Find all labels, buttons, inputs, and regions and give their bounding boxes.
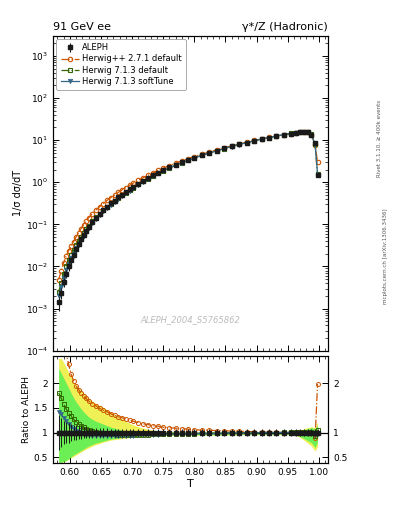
Text: Rivet 3.1.10, ≥ 400k events: Rivet 3.1.10, ≥ 400k events [377, 100, 382, 177]
Herwig++ 2.7.1 default [167, 162, 172, 168]
Herwig 7.1.3 default [315, 170, 320, 177]
Herwig 7.1.3 softTune [186, 157, 191, 163]
Y-axis label: 1/σ dσ/dT: 1/σ dσ/dT [13, 170, 23, 217]
Herwig 7.1.3 default [59, 280, 64, 286]
Text: 91 GeV ee: 91 GeV ee [53, 22, 111, 32]
Herwig++ 2.7.1 default [186, 156, 191, 162]
Herwig++ 2.7.1 default [244, 139, 249, 145]
Line: Herwig++ 2.7.1 default: Herwig++ 2.7.1 default [57, 130, 320, 282]
Line: Herwig 7.1.3 softTune: Herwig 7.1.3 softTune [57, 130, 320, 298]
Herwig 7.1.3 softTune [315, 172, 320, 178]
Line: Herwig 7.1.3 default: Herwig 7.1.3 default [57, 130, 320, 294]
Legend: ALEPH, Herwig++ 2.7.1 default, Herwig 7.1.3 default, Herwig 7.1.3 softTune: ALEPH, Herwig++ 2.7.1 default, Herwig 7.… [56, 39, 186, 90]
Herwig 7.1.3 default [200, 152, 204, 158]
Herwig++ 2.7.1 default [59, 268, 64, 274]
Herwig++ 2.7.1 default [315, 159, 320, 165]
Text: γ*/Z (Hadronic): γ*/Z (Hadronic) [242, 22, 328, 32]
Herwig 7.1.3 softTune [301, 129, 306, 135]
Herwig++ 2.7.1 default [116, 189, 121, 196]
Text: mcplots.cern.ch [arXiv:1306.3436]: mcplots.cern.ch [arXiv:1306.3436] [383, 208, 387, 304]
Herwig++ 2.7.1 default [301, 129, 306, 135]
Y-axis label: Ratio to ALEPH: Ratio to ALEPH [22, 376, 31, 443]
Herwig 7.1.3 default [116, 195, 121, 201]
Herwig 7.1.3 softTune [244, 140, 249, 146]
Herwig 7.1.3 default [56, 289, 61, 295]
Herwig 7.1.3 default [186, 157, 191, 163]
Herwig 7.1.3 softTune [116, 196, 121, 202]
Herwig 7.1.3 softTune [59, 284, 64, 290]
Herwig 7.1.3 softTune [167, 165, 172, 171]
Herwig 7.1.3 softTune [56, 293, 61, 299]
Herwig 7.1.3 default [167, 165, 172, 171]
Herwig++ 2.7.1 default [56, 276, 61, 283]
Herwig 7.1.3 default [301, 129, 306, 135]
X-axis label: T: T [187, 479, 194, 488]
Herwig 7.1.3 softTune [200, 153, 204, 159]
Herwig 7.1.3 default [244, 139, 249, 145]
Text: ALEPH_2004_S5765862: ALEPH_2004_S5765862 [141, 315, 241, 324]
Herwig++ 2.7.1 default [200, 151, 204, 157]
